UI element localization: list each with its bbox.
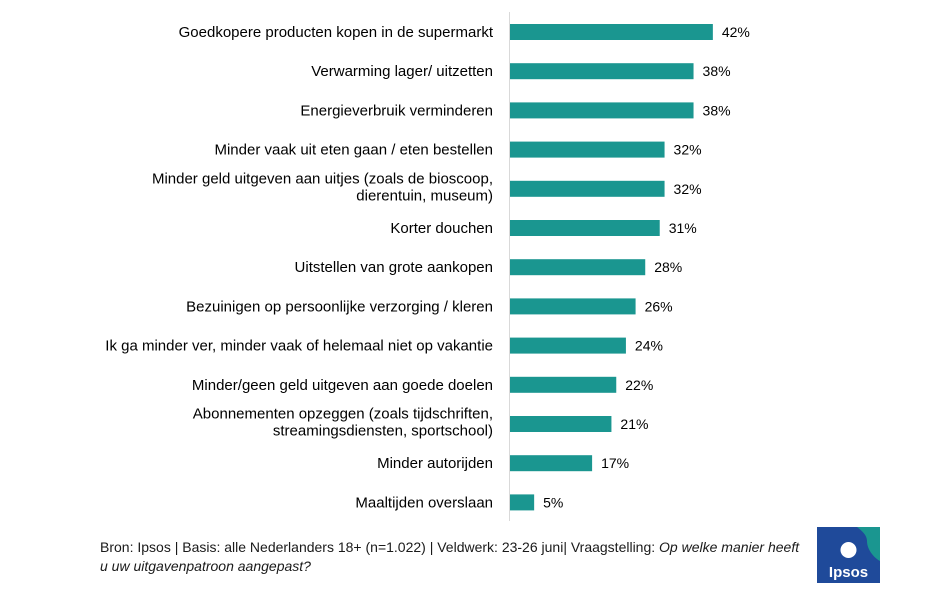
category-label: Goedkopere producten kopen in de superma…: [179, 24, 494, 41]
category-label: Energieverbruik verminderen: [300, 102, 493, 119]
bar: [510, 259, 646, 276]
category-label: Minder vaak uit eten gaan / eten bestell…: [214, 142, 493, 159]
bar: [510, 376, 617, 393]
category-label: Verwarming lager/ uitzetten: [311, 63, 493, 80]
bar: [510, 63, 694, 80]
category-label: Uitstellen van grote aankopen: [295, 259, 493, 276]
category-label: Ik ga minder ver, minder vaak of helemaa…: [105, 338, 493, 355]
logo-text: Ipsos: [829, 564, 868, 581]
value-label: 22%: [625, 377, 653, 393]
footer-question: Op welke manier heeft u uw uitgavenpatro…: [100, 539, 800, 574]
category-label: streamingsdiensten, sportschool): [273, 423, 493, 440]
category-label: Abonnementen opzeggen (zoals tijdschrift…: [193, 406, 493, 423]
bar: [510, 494, 535, 511]
category-label: Minder autorijden: [377, 455, 493, 472]
category-label: dierentuin, museum): [356, 187, 493, 204]
category-label: Minder geld uitgeven aan uitjes (zoals d…: [152, 170, 493, 187]
bars-group: [510, 24, 713, 511]
value-label: 32%: [674, 142, 702, 158]
bar: [510, 220, 660, 236]
footer-source: Bron: Ipsos | Basis: alle Nederlanders 1…: [100, 539, 660, 555]
value-label: 32%: [674, 181, 702, 197]
ipsos-logo: Ipsos: [817, 527, 880, 583]
bar: [510, 416, 612, 432]
bar: [510, 24, 713, 40]
logo-teal-shape: [857, 527, 880, 561]
value-label: 38%: [703, 102, 731, 118]
category-label: Maaltijden overslaan: [355, 494, 493, 511]
value-label: 31%: [669, 220, 697, 236]
bar: [510, 180, 665, 197]
bar: [510, 455, 593, 472]
logo-head-shape: [840, 542, 857, 558]
category-labels-group: Goedkopere producten kopen in de superma…: [105, 24, 494, 511]
bar: [510, 298, 636, 315]
bar: [510, 102, 694, 119]
value-label: 5%: [543, 494, 563, 510]
bar: [510, 141, 665, 158]
category-label: Korter douchen: [390, 220, 493, 237]
category-label: Minder/geen geld uitgeven aan goede doel…: [192, 377, 493, 394]
footer-note: Bron: Ipsos | Basis: alle Nederlanders 1…: [100, 538, 800, 576]
value-label: 42%: [722, 24, 750, 40]
value-label: 17%: [601, 455, 629, 471]
bar-chart: Goedkopere producten kopen in de superma…: [105, 12, 750, 521]
value-label: 26%: [645, 298, 673, 314]
value-label: 21%: [620, 416, 648, 432]
value-label: 24%: [635, 338, 663, 354]
bar: [510, 337, 626, 354]
category-label: Bezuinigen op persoonlijke verzorging / …: [186, 298, 493, 315]
value-label: 28%: [654, 259, 682, 275]
value-labels-group: 42% 38% 38% 32% 32% 31% 28% 26% 24% 22% 21% 17% 5%: [543, 24, 750, 510]
value-label: 38%: [703, 63, 731, 79]
